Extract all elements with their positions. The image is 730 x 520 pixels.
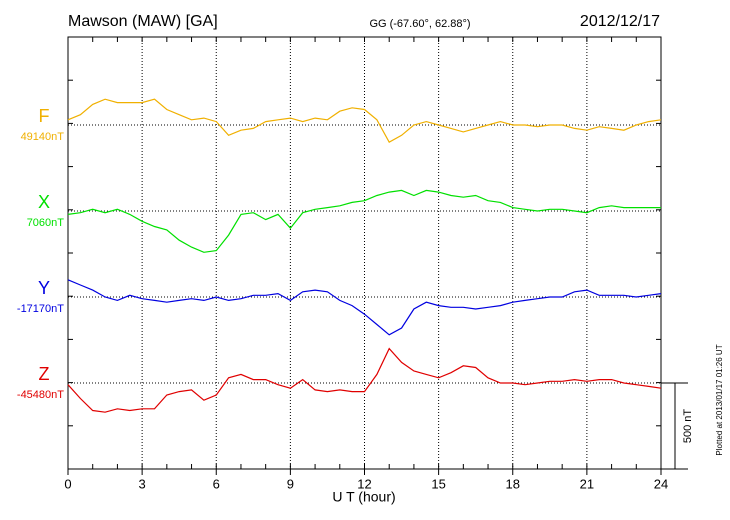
- x-axis-label: U T (hour): [332, 489, 395, 505]
- x-tick-label: 0: [64, 476, 71, 491]
- x-tick-label: 21: [580, 476, 594, 491]
- x-tick-label: 15: [431, 476, 445, 491]
- x-tick-label: 18: [506, 476, 520, 491]
- series-name: F: [39, 106, 50, 126]
- baseline-label: -45480nT: [17, 389, 64, 401]
- x-tick-label: 3: [139, 476, 146, 491]
- baseline-label: 7060nT: [27, 217, 65, 229]
- series-name: Y: [38, 278, 50, 298]
- x-tick-label: 12: [357, 476, 371, 491]
- x-tick-label: 6: [213, 476, 220, 491]
- baseline-label: 49140nT: [21, 131, 65, 143]
- footnote: Plotted at 2013/01/17 01:26 UT: [715, 344, 724, 455]
- series-line: [67, 347, 662, 413]
- chart-title: Mawson (MAW) [GA]: [68, 13, 218, 30]
- chart-subtitle: GG (-67.60°, 62.88°): [369, 18, 470, 30]
- series-line: [67, 189, 661, 253]
- x-tick-label: 9: [287, 476, 294, 491]
- series-line: [67, 98, 662, 144]
- baseline-label: -17170nT: [17, 303, 64, 315]
- series-name: Z: [39, 364, 50, 384]
- series-name: X: [38, 192, 50, 212]
- series-line: [67, 279, 662, 336]
- scale-bar-label: 500 nT: [682, 409, 694, 444]
- date-label: 2012/12/17: [580, 13, 660, 30]
- x-tick-label: 24: [654, 476, 668, 491]
